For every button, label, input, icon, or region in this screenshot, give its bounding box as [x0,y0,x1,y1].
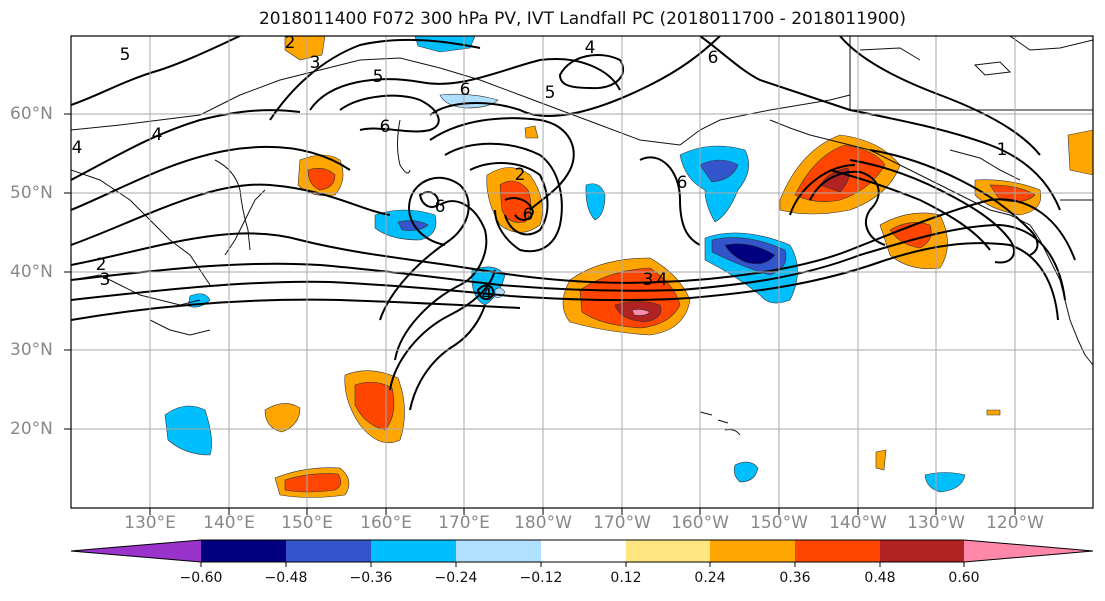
colorbar-segment [710,540,795,562]
lon-label: 170°E [438,513,490,533]
positive-anomaly [986,409,1001,416]
contour-label: 4 [657,270,668,290]
positive-anomaly [307,168,336,191]
positive-anomaly [284,473,342,493]
contour-label: 1 [997,140,1008,160]
map-title: 2018011400 F072 300 hPa PV, IVT Landfall… [258,9,906,29]
positive-anomaly [284,36,326,61]
contour-label: 2 [515,165,526,185]
axis-ticks [64,113,1016,515]
colorbar-segment [71,540,201,562]
contour-label: 2 [285,33,296,53]
colorbar-segment [626,540,710,562]
lon-label: 160°E [360,513,412,533]
lon-label: 150°W [750,513,808,533]
contour-label: 3 [100,270,111,290]
negative-anomaly [924,472,966,493]
colorbar [70,539,1094,567]
contour-label: 3 [310,53,321,73]
lat-label: 50°N [10,183,53,203]
lon-label: 150°E [281,513,333,533]
graticule [71,36,1093,508]
colorbar-tick-label: −0.12 [519,570,563,586]
contour-label: 4 [72,138,83,158]
positive-anomaly [524,125,539,139]
colorbar-segment [371,540,456,562]
colorbar-segment [456,540,541,562]
negative-anomaly [164,405,212,456]
colorbar-tick-label: −0.60 [179,570,223,586]
lat-label: 30°N [10,340,53,360]
lon-label: 130°E [124,513,176,533]
contour-label: 5 [373,67,384,87]
contour-label: 3 [643,270,654,290]
colorbar-segment [880,540,964,562]
pv-anomaly-shading [164,36,1093,498]
lon-label: 170°W [593,513,651,533]
contour-label: 5 [120,45,131,65]
positive-anomaly [1067,129,1093,176]
contour-label: 6 [460,80,471,100]
negative-anomaly [699,159,739,183]
contour-label: 6 [435,197,446,217]
contour-label: 2 [96,255,107,275]
contour-label: 4 [482,285,493,305]
contour-label: 4 [585,38,596,58]
colorbar-tick-label: 0.12 [610,570,642,586]
lon-label: 130°W [907,513,965,533]
lon-label: 160°W [671,513,729,533]
contour-label: 6 [677,173,688,193]
colorbar-tick-label: −0.48 [264,570,308,586]
lon-label: 140°E [203,513,255,533]
positive-anomaly [631,309,651,316]
colorbar-segment [201,540,286,562]
negative-anomaly [724,243,776,265]
lon-label: 140°W [829,513,887,533]
lat-label: 40°N [10,262,53,282]
colorbar-segment [541,540,626,562]
colorbar-tick-label: 0.36 [779,570,811,586]
contour-labels: 5 2 3 4 6 5 6 6 5 6 4 2 3 2 3 4 6 1 6 4 … [72,33,1008,305]
colorbar-tick-label: −0.24 [434,570,478,586]
negative-anomaly [397,220,429,231]
pv-contours [71,36,1076,411]
positive-anomaly [264,403,301,433]
contour-label: 6 [523,205,534,225]
lat-label: 20°N [10,419,53,439]
contour-label: 6 [708,48,719,68]
colorbar-tick-label: −0.36 [349,570,393,586]
lon-label: 120°W [986,513,1044,533]
negative-anomaly [733,461,759,483]
contour-label: 5 [545,83,556,103]
colorbar-segment [964,540,1093,562]
colorbar-tick-label: 0.60 [948,570,980,586]
positive-anomaly [354,381,395,431]
lon-label: 180°W [514,513,572,533]
colorbar-tick-label: 0.48 [864,570,896,586]
lat-label: 60°N [10,104,53,124]
contour-label: 6 [380,117,391,137]
positive-anomaly [875,449,887,471]
colorbar-tick-label: 0.24 [694,570,726,586]
colorbar-segment [795,540,880,562]
colorbar-segment [286,540,371,562]
contour-label: 4 [152,125,163,145]
